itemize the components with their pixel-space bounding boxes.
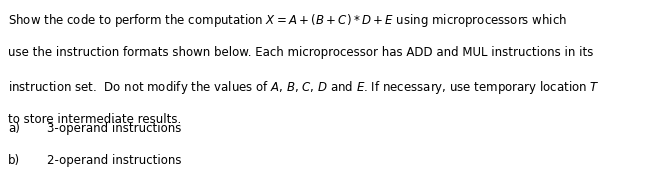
Text: Show the code to perform the computation $X = A + (B + C) * D + E$ using micropr: Show the code to perform the computation… [8, 12, 567, 29]
Text: 3-operand instructions: 3-operand instructions [47, 122, 181, 135]
Text: b): b) [8, 154, 20, 167]
Text: 2-operand instructions: 2-operand instructions [47, 154, 182, 167]
Text: to store intermediate results.: to store intermediate results. [8, 113, 181, 126]
Text: a): a) [8, 122, 20, 135]
Text: instruction set.  Do not modify the values of $A$, $B$, $C$, $D$ and $E$. If nec: instruction set. Do not modify the value… [8, 79, 600, 96]
Text: use the instruction formats shown below. Each microprocessor has ADD and MUL ins: use the instruction formats shown below.… [8, 46, 593, 59]
